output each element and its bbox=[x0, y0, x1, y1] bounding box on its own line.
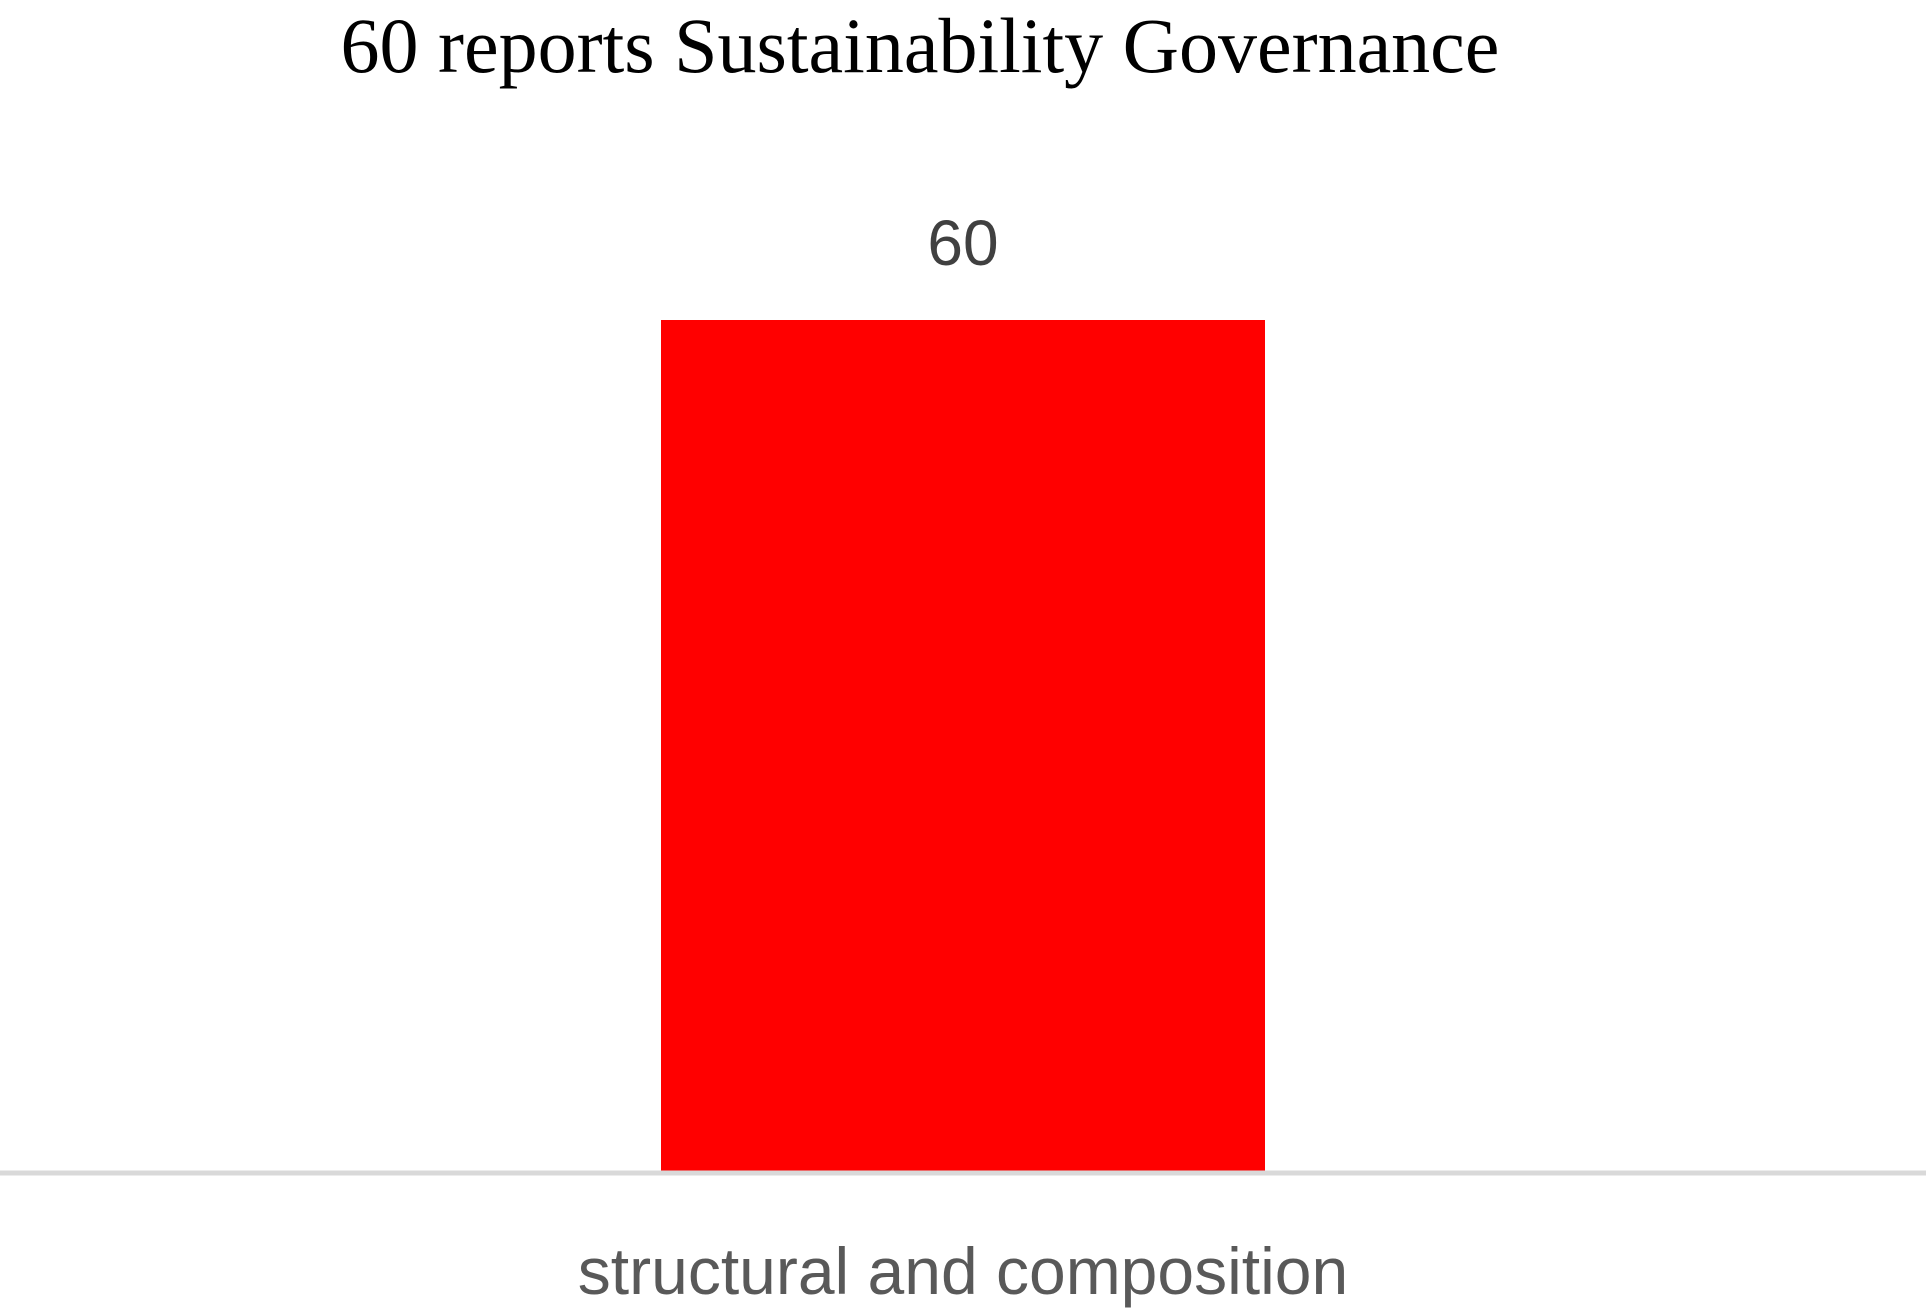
x-tick-label: structural and composition bbox=[578, 1234, 1348, 1308]
data-label: 60 bbox=[927, 207, 998, 279]
bar bbox=[661, 320, 1265, 1172]
chart-title: 60 reports Sustainability Governance bbox=[341, 2, 1500, 89]
bars-layer bbox=[661, 320, 1265, 1172]
labels-layer: 60 structural and composition bbox=[578, 207, 1348, 1308]
